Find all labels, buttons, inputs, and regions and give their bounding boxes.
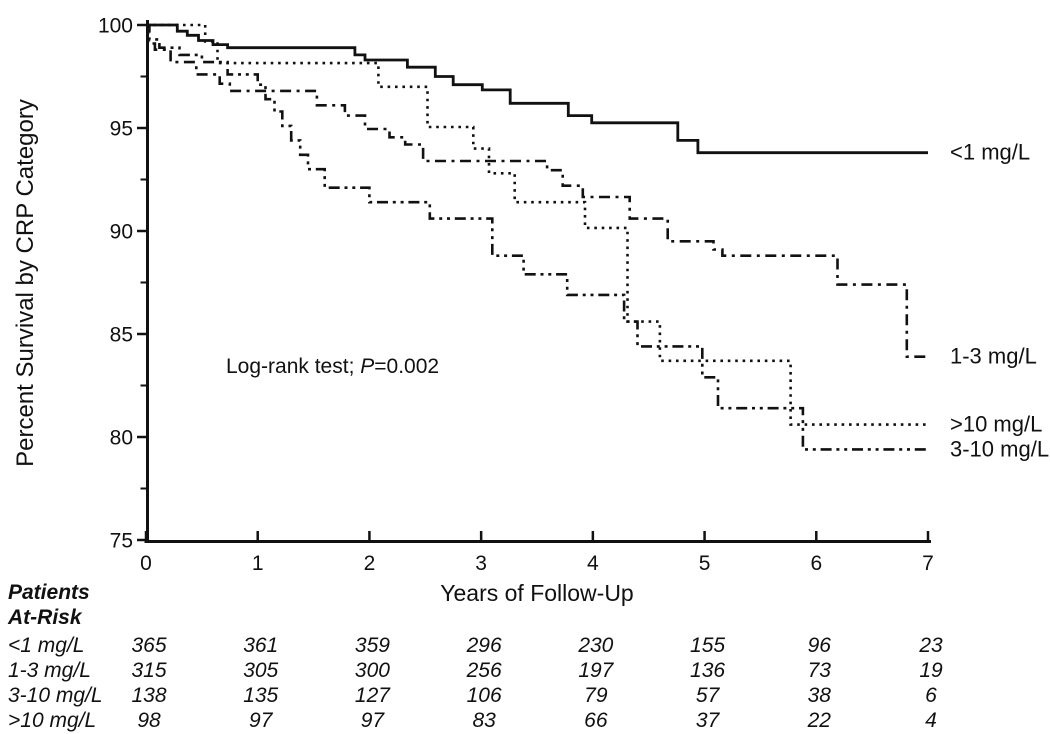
curve-label-crp-lt1: <1 mg/L: [950, 140, 1030, 165]
risk-count: 97: [361, 709, 386, 732]
risk-count: 305: [243, 659, 278, 682]
annotation-text: Log-rank test; P=0.002: [226, 355, 439, 378]
survival-curve-crp-lt1: [146, 23, 928, 155]
risk-count: 197: [578, 659, 614, 682]
risk-count: 138: [131, 684, 166, 707]
x-tick-label: 5: [699, 552, 711, 575]
risk-count: 106: [467, 684, 502, 707]
risk-count: 73: [808, 659, 832, 682]
x-tick-label: 3: [475, 552, 487, 575]
survival-curve-crp-1to3: [146, 23, 931, 358]
x-tick-label: 1: [252, 552, 264, 575]
risk-count: 230: [577, 634, 613, 657]
annotation-suffix: =0.002: [374, 355, 439, 378]
risk-row-label-2: 1-3 mg/L: [8, 659, 91, 682]
risk-count: 83: [472, 709, 496, 732]
curve-label-crp-1to3: 1-3 mg/L: [950, 344, 1037, 369]
x-axis-title: Years of Follow-Up: [440, 580, 633, 606]
risk-count: 22: [807, 709, 832, 732]
survival-curve-crp-gt10: [146, 23, 927, 426]
x-tick-label: 6: [810, 552, 822, 575]
risk-count: 155: [690, 634, 725, 657]
risk-count: 136: [690, 659, 725, 682]
risk-count: 38: [808, 684, 832, 707]
y-tick-label: 85: [110, 324, 133, 347]
risk-count: 296: [466, 634, 502, 657]
x-tick-label: 4: [587, 552, 599, 575]
risk-count: 23: [918, 634, 943, 657]
risk-count: 256: [466, 659, 502, 682]
risk-row-label-1: <1 mg/L: [8, 634, 84, 657]
risk-count: 365: [131, 634, 166, 657]
annotation-prefix: Log-rank test;: [226, 355, 360, 378]
y-tick-label: 100: [98, 15, 133, 38]
risk-table-header-line: At-Risk: [7, 606, 83, 629]
risk-count: 6: [925, 684, 937, 707]
risk-row-label-4: >10 mg/L: [8, 709, 96, 732]
risk-count: 300: [355, 659, 390, 682]
risk-count: 135: [243, 684, 278, 707]
y-tick-label: 80: [110, 427, 133, 450]
x-tick-label: 2: [364, 552, 376, 575]
risk-count: 79: [584, 684, 608, 707]
risk-count: 37: [696, 709, 721, 732]
risk-count: 66: [584, 709, 608, 732]
survival-curve-crp-3to10: [146, 23, 926, 451]
risk-count: 4: [925, 709, 937, 732]
risk-row-label-3: 3-10 mg/L: [8, 684, 103, 707]
risk-count: 57: [696, 684, 721, 707]
y-tick-label: 75: [110, 530, 133, 553]
risk-count: 127: [355, 684, 391, 707]
risk-count: 98: [137, 709, 161, 732]
curve-label-crp-3to10: 3-10 mg/L: [950, 436, 1049, 461]
annotation-p-symbol: P: [360, 355, 374, 378]
risk-count: 315: [131, 659, 166, 682]
risk-count: 97: [249, 709, 274, 732]
x-tick-label: 7: [922, 552, 934, 575]
risk-count: 361: [243, 634, 278, 657]
risk-count: 19: [919, 659, 943, 682]
risk-count: 359: [355, 634, 390, 657]
y-tick-label: 95: [110, 118, 133, 141]
y-tick-label: 90: [110, 221, 133, 244]
risk-table-header-line: Patients: [8, 581, 90, 604]
curve-label-crp-gt10: >10 mg/L: [950, 412, 1042, 437]
risk-count: 96: [808, 634, 832, 657]
x-tick-label: 0: [140, 552, 152, 575]
y-axis-title: Percent Survival by CRP Category: [12, 99, 39, 467]
